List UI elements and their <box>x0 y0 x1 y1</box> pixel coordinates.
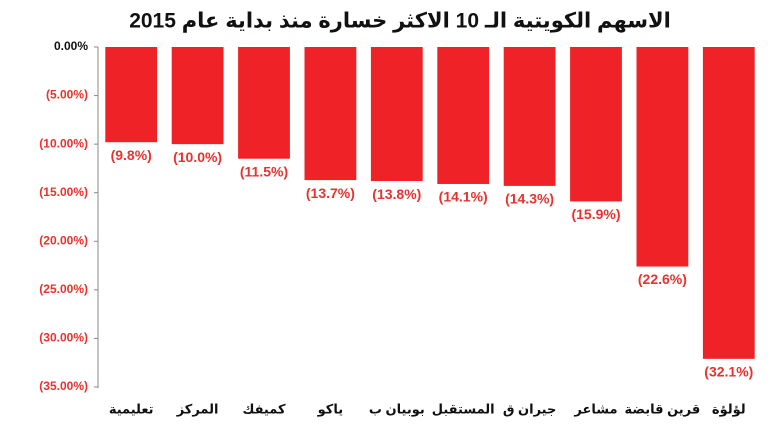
x-tick-label: بوبيان ب <box>369 401 425 416</box>
bar <box>370 47 423 182</box>
y-tick-label: (25.00%) <box>39 282 88 296</box>
bar <box>702 47 755 359</box>
bar <box>238 47 290 159</box>
y-tick-label: (10.00%) <box>39 136 88 150</box>
bar <box>636 47 689 267</box>
x-tick-label: المركز <box>176 401 219 416</box>
value-label: (15.9%) <box>571 206 620 222</box>
x-tick-label: ياكو <box>317 401 343 416</box>
x-tick-label: جيران ق <box>503 401 557 416</box>
value-label: (22.6%) <box>638 271 687 287</box>
bar <box>105 47 158 143</box>
bar <box>304 47 357 181</box>
x-tick-label: مشاعر <box>573 401 617 416</box>
y-tick-label: (30.00%) <box>39 331 88 345</box>
x-tick-label: كميفك <box>242 401 285 416</box>
x-tick-label: لؤلؤة <box>712 401 746 416</box>
bar <box>503 47 556 186</box>
x-tick-label: قرين قابضة <box>625 401 701 416</box>
value-label: (14.1%) <box>439 189 488 205</box>
value-label: (9.8%) <box>111 147 152 163</box>
bar <box>171 47 224 145</box>
value-label: (11.5%) <box>240 163 288 179</box>
bar <box>570 47 622 202</box>
value-label: (13.8%) <box>372 186 421 202</box>
bar <box>437 47 490 184</box>
x-tick-label: المستقبل <box>432 401 495 416</box>
y-tick-label: (20.00%) <box>39 233 88 247</box>
y-tick-label: (15.00%) <box>39 185 88 199</box>
chart-title: الاسهم الكويتية الـ 10 الاكثر خسارة منذ … <box>129 10 671 33</box>
value-label: (13.7%) <box>306 185 355 201</box>
value-label: (10.0%) <box>173 149 222 165</box>
y-tick-label: (35.00%) <box>39 379 88 393</box>
value-label: (14.3%) <box>505 191 554 207</box>
y-tick-label: 0.00% <box>54 39 88 53</box>
y-tick-label: (5.00%) <box>46 88 88 102</box>
x-tick-label: تعليمية <box>109 401 154 416</box>
value-label: (32.1%) <box>704 364 753 380</box>
